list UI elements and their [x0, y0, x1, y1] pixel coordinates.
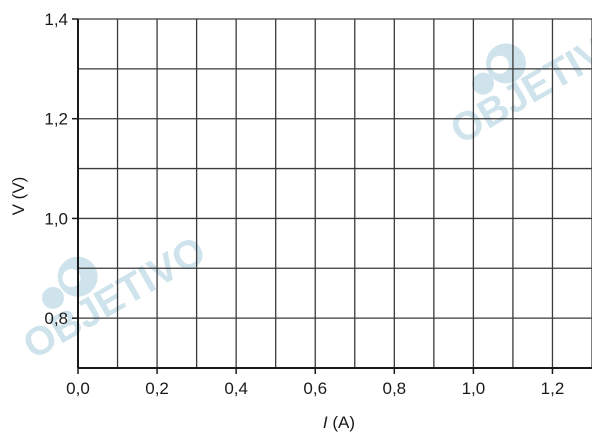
- axes: [72, 18, 592, 374]
- x-tick-label: 0,6: [303, 379, 327, 398]
- y-tick-label: 1,0: [44, 209, 68, 228]
- watermark-text: OBJETIVO: [443, 14, 592, 153]
- x-axis-variable: I: [323, 413, 328, 432]
- y-tick-label: 1,4: [44, 10, 68, 29]
- x-tick-label: 0,0: [66, 379, 90, 398]
- x-axis-label: I (A): [323, 413, 355, 432]
- watermark-bottom-left: OBJETIVO: [16, 229, 213, 368]
- x-tick-label: 1,2: [541, 379, 565, 398]
- x-tick-label: 0,4: [224, 379, 248, 398]
- x-tick-labels: 0,0 0,2 0,4 0,6 0,8 1,0 1,2: [66, 379, 564, 398]
- y-axis-label: V (V): [9, 177, 28, 216]
- x-tick-label: 0,2: [145, 379, 169, 398]
- x-tick-label: 0,8: [382, 379, 406, 398]
- watermark-top-right: OBJETIVO: [443, 14, 592, 153]
- x-tick-label: 1,0: [462, 379, 486, 398]
- grid: [78, 18, 592, 368]
- y-tick-label: 1,2: [44, 110, 68, 129]
- y-tick-labels: 0,8 1,0 1,2 1,4: [44, 10, 68, 328]
- y-tick-label: 0,8: [44, 309, 68, 328]
- x-axis-unit: (A): [332, 413, 355, 432]
